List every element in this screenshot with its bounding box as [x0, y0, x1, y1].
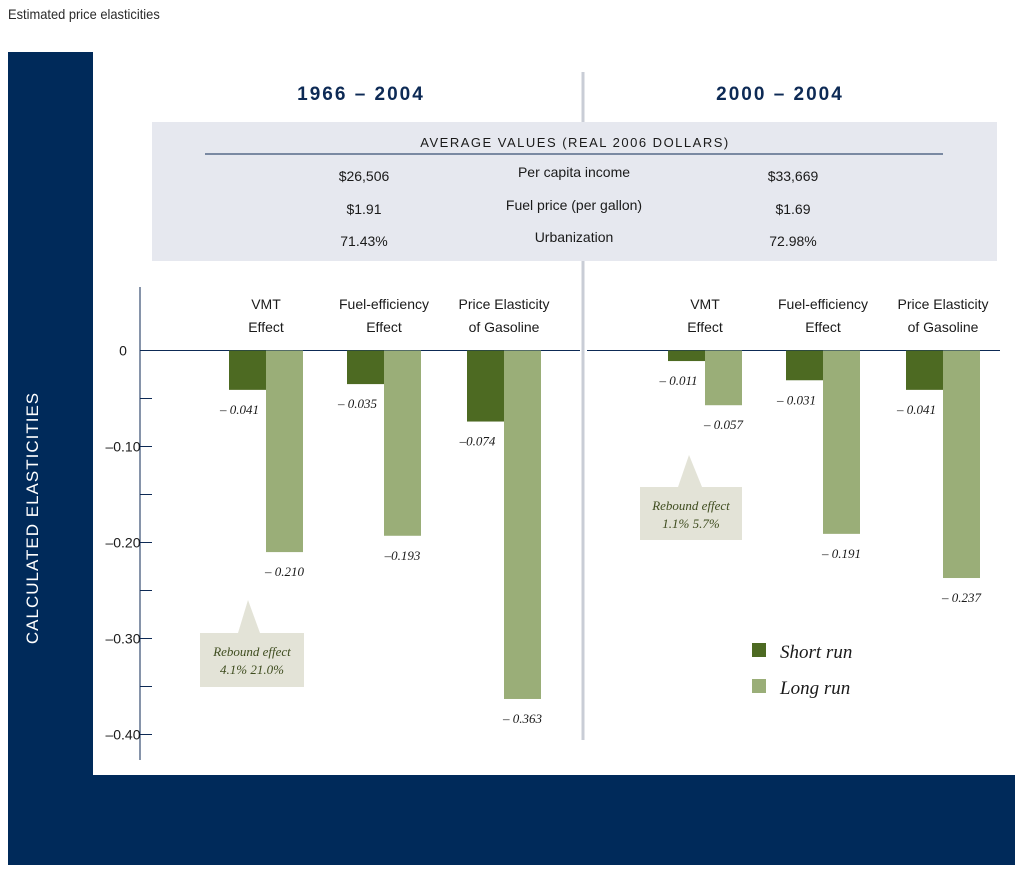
legend-label-long-run: Long run [779, 678, 850, 699]
y-tick-label: –0.30 [105, 631, 140, 647]
legend-swatch-long-run [752, 679, 766, 693]
table-row-label: Urbanization [535, 229, 614, 245]
rebound-callout [640, 487, 742, 540]
rebound-title: Rebound effect [212, 644, 291, 659]
data-label: – 0.210 [264, 564, 305, 579]
category-label: VMT [251, 296, 281, 312]
table-value-2000-2004: $33,669 [768, 168, 819, 184]
data-label: – 0.041 [896, 402, 936, 417]
category-label: Price Elasticity [897, 296, 988, 312]
category-label: Effect [805, 319, 841, 335]
rebound-callout-pointer [238, 600, 260, 633]
bar-long-run [823, 350, 860, 534]
data-label: – 0.041 [219, 402, 259, 417]
data-label: – 0.035 [337, 396, 378, 411]
bar-short-run [347, 350, 384, 385]
bar-short-run [229, 350, 266, 390]
data-label: – 0.031 [776, 392, 816, 407]
bar-short-run [467, 350, 504, 422]
table-value-1966-2004: $26,506 [339, 168, 390, 184]
category-label: of Gasoline [469, 319, 540, 335]
bar-long-run [266, 350, 303, 553]
rebound-title: Rebound effect [651, 498, 730, 513]
category-label: Effect [366, 319, 402, 335]
category-label: VMT [690, 296, 720, 312]
data-label: – 0.237 [941, 590, 982, 605]
bar-long-run [705, 350, 742, 406]
bar-short-run [786, 350, 823, 381]
rebound-values: 1.1% 5.7% [662, 516, 720, 531]
table-row-label: Per capita income [518, 164, 630, 180]
bar-long-run [943, 350, 980, 579]
category-label: Effect [248, 319, 284, 335]
category-label: of Gasoline [908, 319, 979, 335]
table-value-2000-2004: $1.69 [775, 201, 810, 217]
y-tick-label: –0.40 [105, 727, 140, 743]
rebound-values: 4.1% 21.0% [220, 662, 284, 677]
period-title: 1966 – 2004 [297, 84, 425, 105]
bar-short-run [668, 350, 705, 362]
category-label: Fuel-efficiency [778, 296, 868, 312]
legend-swatch-short-run [752, 643, 766, 657]
data-label: – 0.057 [703, 417, 744, 432]
bar-long-run [384, 350, 421, 536]
rebound-callout [200, 633, 304, 687]
data-label: –0.193 [384, 548, 421, 563]
y-tick-label: –0.20 [105, 535, 140, 551]
bar-short-run [906, 350, 943, 390]
table-value-1966-2004: 71.43% [340, 233, 387, 249]
bar-long-run [504, 350, 541, 699]
data-label: –0.074 [459, 434, 496, 449]
category-label: Fuel-efficiency [339, 296, 429, 312]
table-row-label: Fuel price (per gallon) [506, 197, 642, 213]
y-tick-label: –0.10 [105, 439, 140, 455]
category-label: Price Elasticity [458, 296, 549, 312]
data-label: – 0.011 [658, 373, 697, 388]
data-label: – 0.191 [821, 546, 861, 561]
rebound-callout-pointer [678, 455, 702, 487]
category-label: Effect [687, 319, 723, 335]
table-value-2000-2004: 72.98% [769, 233, 816, 249]
period-title: 2000 – 2004 [716, 84, 844, 105]
legend-label-short-run: Short run [780, 642, 852, 663]
data-label: – 0.363 [502, 711, 543, 726]
average-values-table [152, 122, 997, 261]
table-title: AVERAGE VALUES (REAL 2006 DOLLARS) [420, 135, 729, 150]
figure-caption: Estimated price elasticities [8, 6, 160, 22]
table-value-1966-2004: $1.91 [346, 201, 381, 217]
y-tick-label: 0 [119, 343, 127, 359]
